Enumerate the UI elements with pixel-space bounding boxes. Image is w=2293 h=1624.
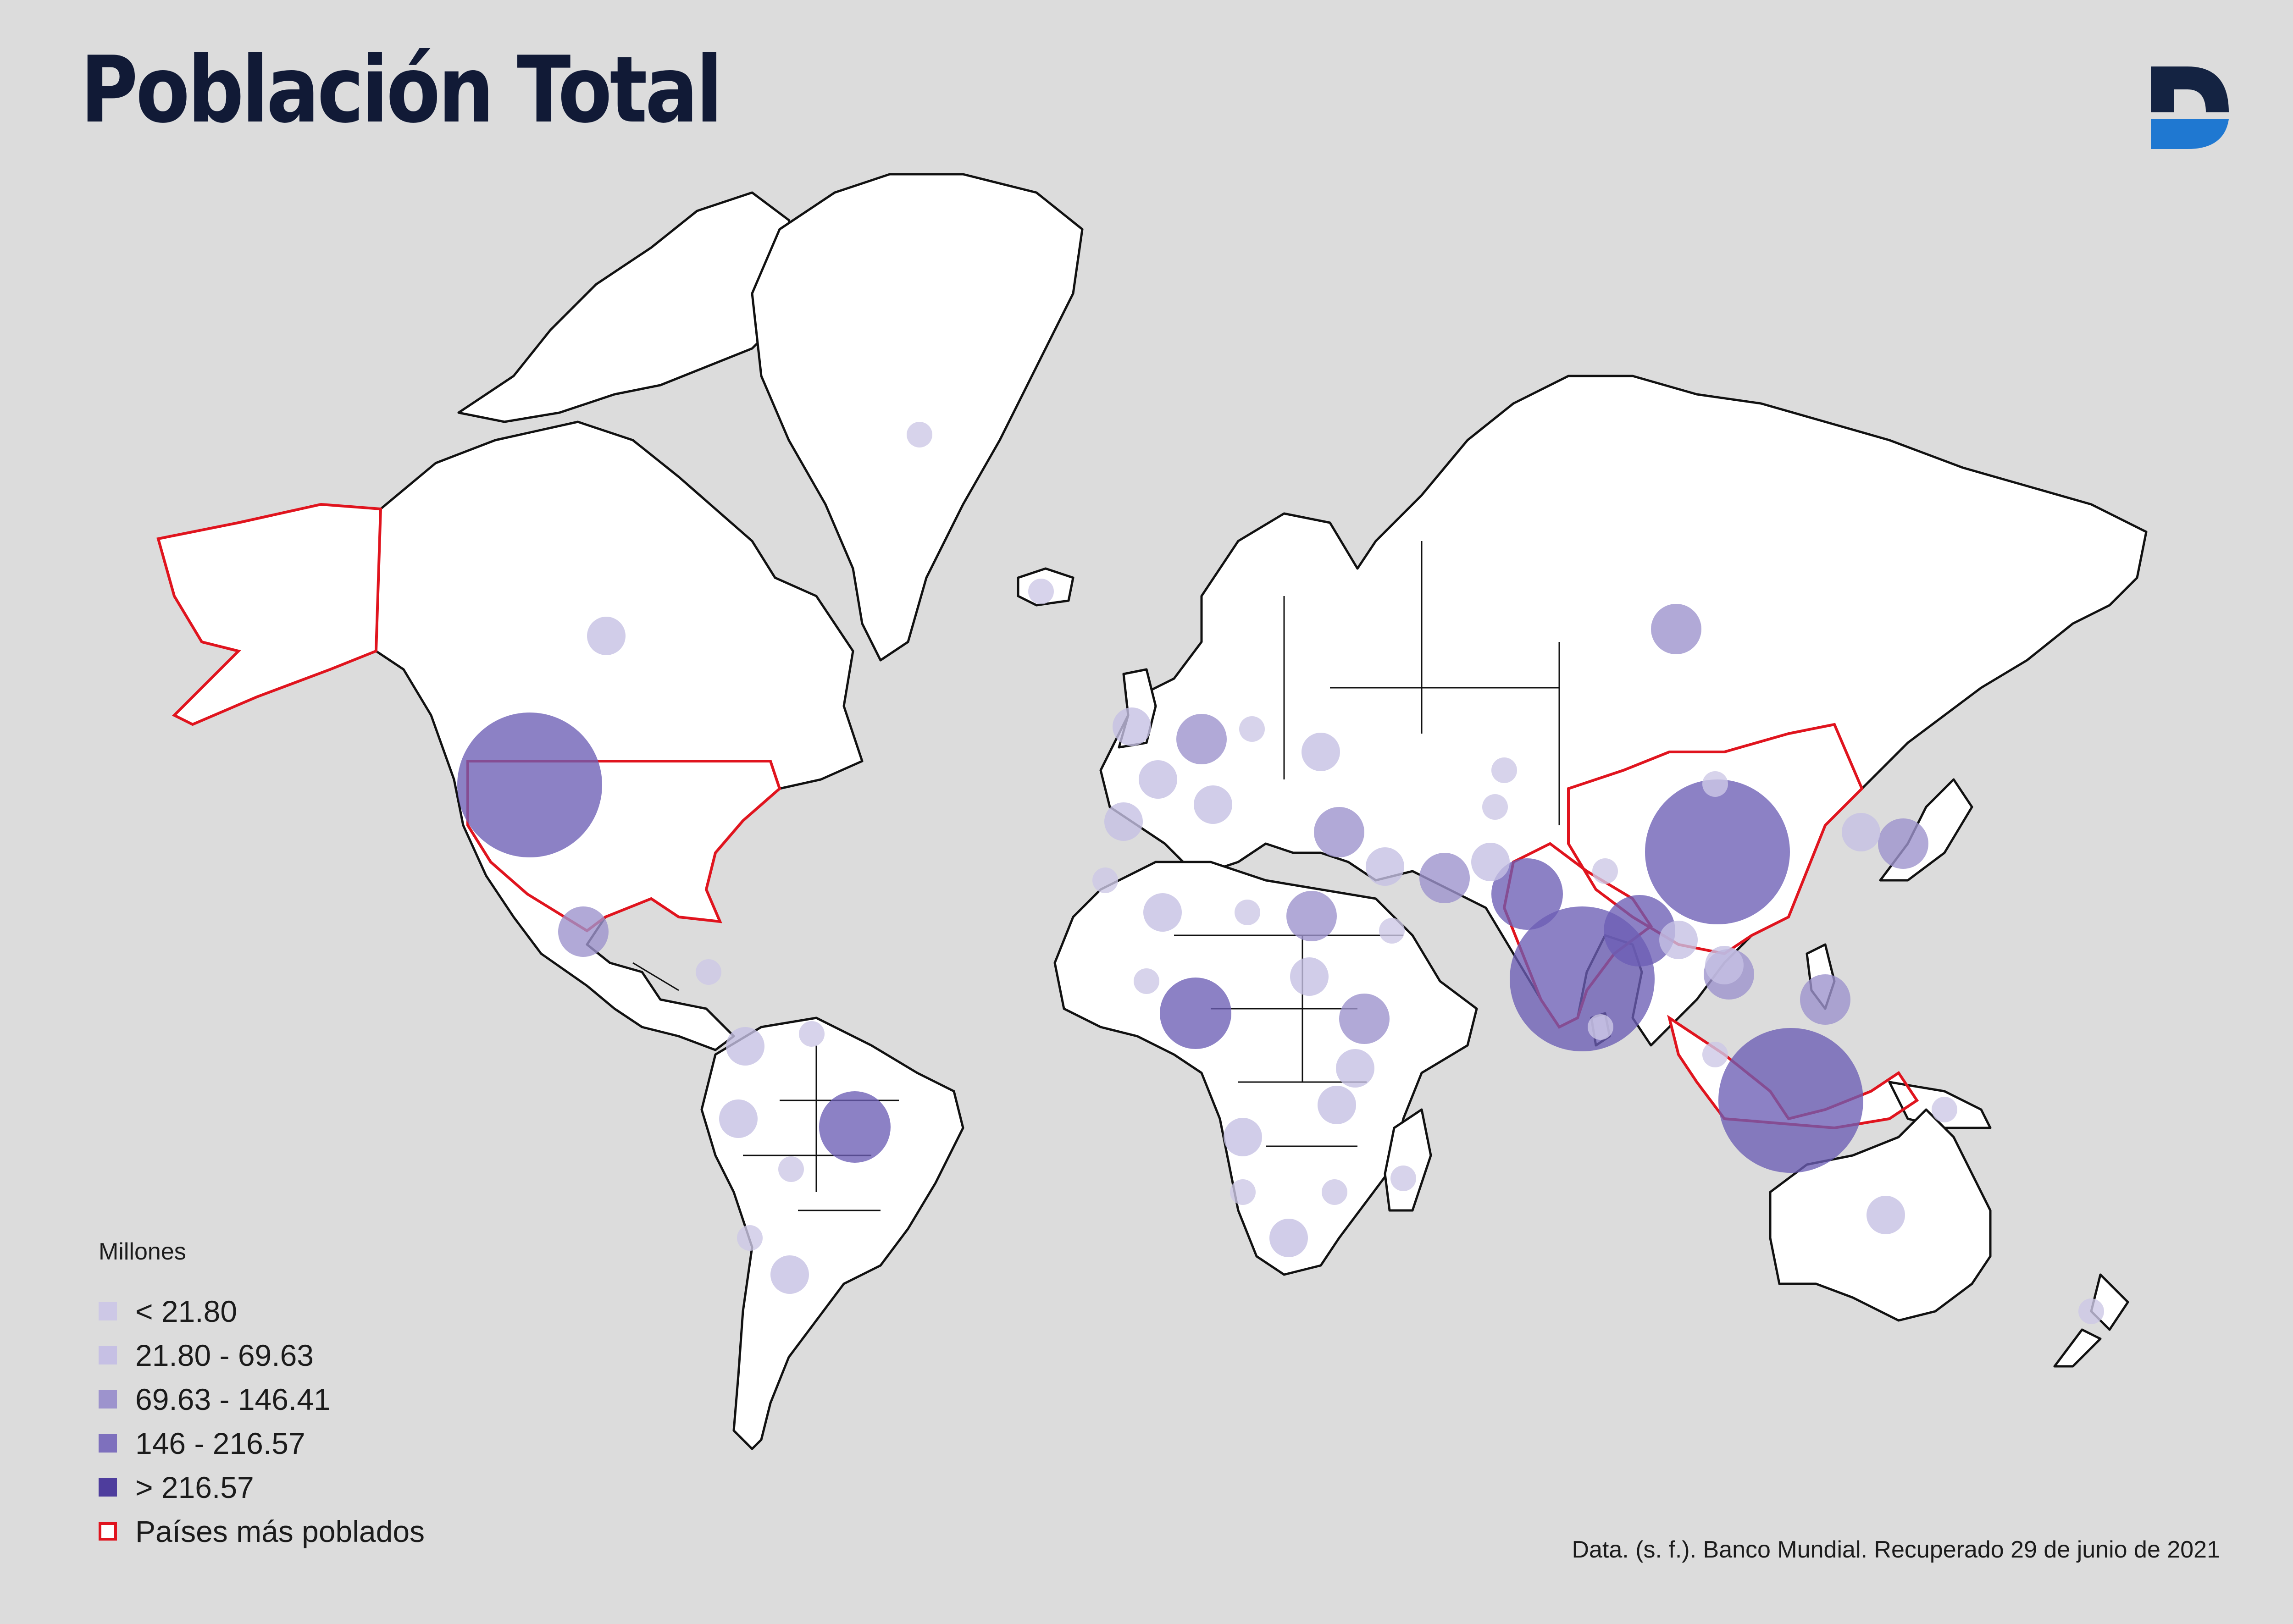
- population-bubble-indonesia: [1718, 1028, 1863, 1173]
- population-bubble-islandia: [1028, 579, 1054, 604]
- usa-outline: [156, 503, 781, 933]
- population-bubble-china: [1645, 779, 1790, 924]
- population-bubble-arabia-saudita: [1379, 918, 1405, 944]
- logo-top-shape: [2151, 66, 2229, 112]
- d-letter-logo-icon: [2151, 66, 2229, 149]
- population-bubble-francia: [1139, 760, 1177, 799]
- legend-label-3: 69.63 - 146.41: [135, 1382, 331, 1416]
- population-bubble-malasia: [1702, 1042, 1728, 1067]
- population-bubble-ir-n: [1419, 853, 1470, 903]
- population-bubble-alemania: [1176, 714, 1227, 764]
- legend-label-5: > 216.57: [135, 1470, 254, 1504]
- population-bubble-turqu-a: [1314, 807, 1364, 857]
- population-bubble-libia: [1235, 900, 1260, 925]
- population-bubble-banglad-s: [1604, 895, 1675, 967]
- legend-item-2: 21.80 - 69.63: [99, 1333, 425, 1377]
- population-bubble-jap-n: [1878, 818, 1928, 869]
- page-title: Población Total: [80, 37, 723, 144]
- legend-swatch-3: [99, 1390, 117, 1409]
- legend-label-4: 146 - 216.57: [135, 1426, 305, 1460]
- greenland-landmass: [751, 173, 1084, 662]
- population-bubble-egipto: [1286, 891, 1337, 941]
- legend-item-4: 146 - 216.57: [99, 1421, 425, 1465]
- population-bubble-madagascar: [1390, 1166, 1416, 1191]
- legend-swatch-2: [99, 1346, 117, 1364]
- population-bubble-filipinas: [1800, 974, 1850, 1025]
- population-bubble-pakist-n: [1491, 858, 1563, 930]
- population-bubble-espa-a: [1104, 802, 1143, 841]
- population-bubble-sud-frica: [1269, 1219, 1308, 1257]
- population-bubbles: [457, 422, 2104, 1324]
- logo-bottom-shape: [2151, 119, 2229, 149]
- population-bubble-estados-unidos: [457, 713, 602, 857]
- population-bubble-canad-: [587, 617, 626, 655]
- population-bubble-irak: [1366, 847, 1404, 886]
- population-bubble-afganist-n: [1471, 843, 1510, 881]
- population-bubble-colombia: [726, 1027, 764, 1066]
- population-bubble-uzbekist-n: [1482, 794, 1508, 820]
- population-bubble-kenia: [1336, 1049, 1374, 1088]
- population-bubble-marruecos: [1092, 867, 1118, 893]
- population-bubble-etiop-a: [1339, 994, 1390, 1044]
- population-bubble-mali: [1134, 968, 1159, 994]
- population-bubble-mongolia: [1702, 771, 1728, 797]
- africa-landmass: [1053, 861, 1478, 1276]
- population-bubble-per-: [719, 1099, 758, 1138]
- legend-swatch-highlight: [99, 1522, 117, 1541]
- legend-item-5: > 216.57: [99, 1465, 425, 1509]
- source-note: Data. (s. f.). Banco Mundial. Recuperado…: [1572, 1536, 2220, 1563]
- legend-swatch-5: [99, 1478, 117, 1497]
- legend-item-1: < 21.80: [99, 1289, 425, 1333]
- population-bubble-ucrania: [1302, 733, 1340, 771]
- population-bubble-polonia: [1239, 716, 1265, 742]
- map-legend: Millones < 21.80 21.80 - 69.63 69.63 - 1…: [99, 1238, 425, 1553]
- population-bubble-rd-congo: [1224, 1118, 1262, 1156]
- legend-label-2: 21.80 - 69.63: [135, 1338, 314, 1372]
- population-bubble-rusia: [1651, 604, 1701, 654]
- legend-label-1: < 21.80: [135, 1294, 238, 1328]
- population-bubble-chile: [737, 1225, 763, 1251]
- population-bubble-venezuela: [799, 1021, 825, 1047]
- legend-item-highlight: Países más poblados: [99, 1509, 425, 1553]
- population-bubble-m-xico: [558, 906, 609, 957]
- legend-swatch-1: [99, 1302, 117, 1320]
- legend-title: Millones: [99, 1238, 186, 1265]
- population-bubble-argentina: [770, 1255, 809, 1294]
- population-bubble-pap-a-nueva-guinea: [1932, 1097, 1957, 1122]
- population-bubble-angola: [1230, 1179, 1256, 1205]
- legend-swatch-4: [99, 1434, 117, 1453]
- landmasses: [157, 173, 2148, 1450]
- population-bubble-nueva-zelanda: [2078, 1298, 2104, 1324]
- population-bubble-tanzania: [1318, 1086, 1356, 1124]
- population-bubble-nepal: [1592, 858, 1618, 884]
- population-bubble-tailandia: [1705, 946, 1744, 984]
- population-bubble-myanmar: [1659, 921, 1698, 959]
- population-bubble-brasil: [819, 1091, 891, 1163]
- population-bubble-italia: [1194, 785, 1232, 824]
- population-bubble-cuba: [696, 959, 721, 985]
- population-bubble-reino-unido: [1113, 707, 1151, 746]
- population-bubble-corea-del-sur: [1842, 813, 1880, 851]
- population-bubble-kazajist-n: [1491, 757, 1517, 783]
- legend-label-highlight: Países más poblados: [135, 1514, 425, 1548]
- population-bubble-australia: [1867, 1196, 1905, 1234]
- population-bubble-mozambique: [1322, 1179, 1347, 1205]
- legend-item-3: 69.63 - 146.41: [99, 1377, 425, 1421]
- population-bubble-groenlandia: [907, 422, 932, 447]
- population-bubble-sud-n: [1290, 957, 1329, 996]
- population-bubble-bolivia: [778, 1156, 804, 1182]
- population-bubble-nigeria: [1160, 978, 1231, 1049]
- population-bubble-argelia: [1143, 893, 1182, 932]
- population-bubble-sri-lanka: [1588, 1014, 1613, 1040]
